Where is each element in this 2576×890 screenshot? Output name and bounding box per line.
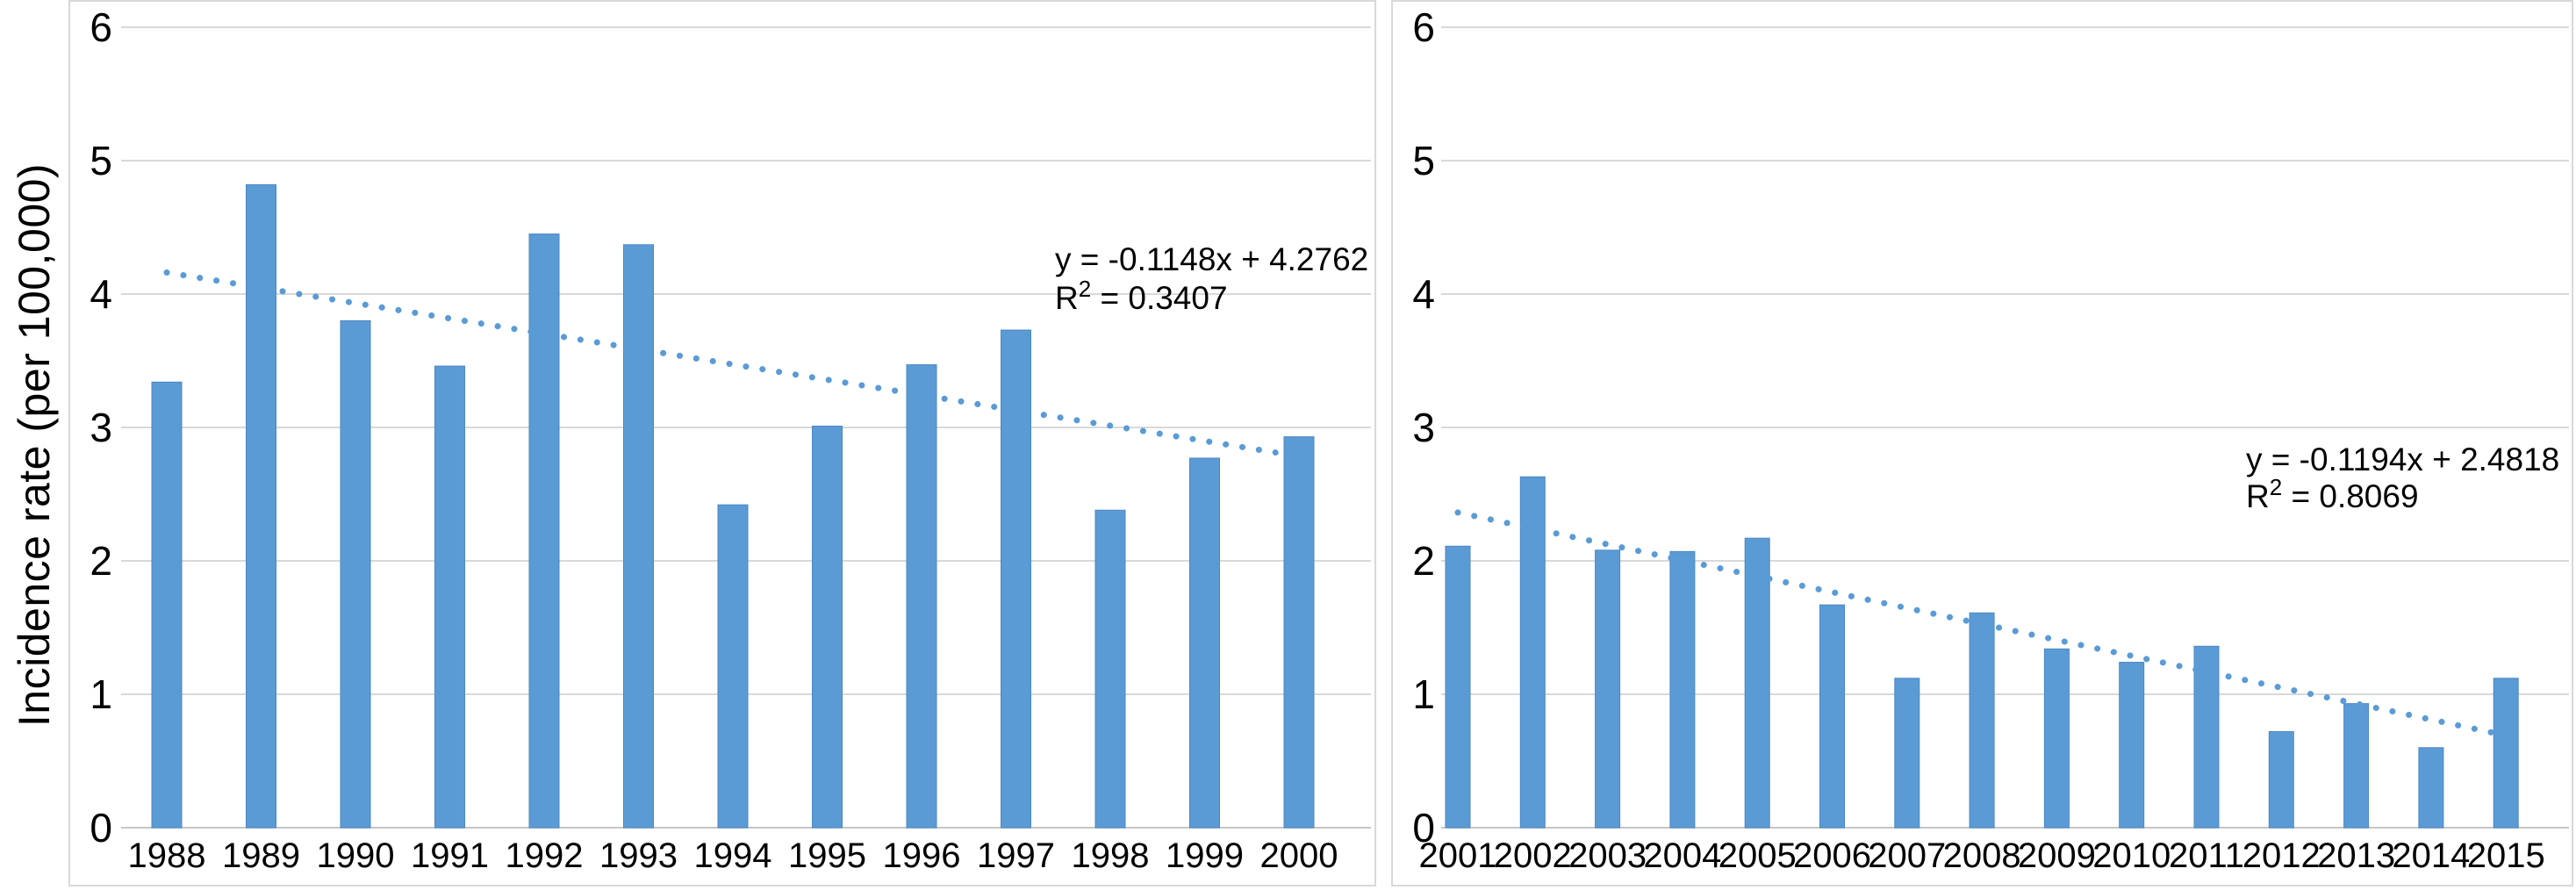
x-tick-label: 2007 (1868, 836, 1946, 875)
bar (1189, 457, 1220, 829)
y-tick-label: 6 (1412, 4, 1435, 50)
x-tick-label: 2013 (2317, 836, 2395, 875)
x-tick-label: 2012 (2242, 836, 2321, 875)
bar (246, 183, 276, 829)
x-tick-label: 2002 (1494, 836, 1572, 875)
x-tick-label: 1991 (411, 836, 489, 875)
x-tick-label: 1989 (222, 836, 300, 875)
bar (1669, 550, 1696, 829)
bar (1001, 329, 1031, 829)
bar (812, 425, 843, 829)
bar (2418, 747, 2444, 829)
bar (1445, 545, 1471, 829)
bar (1519, 476, 1546, 829)
x-tick-label: 1990 (317, 836, 395, 875)
bar (717, 504, 749, 829)
x-tick-label: 2009 (2018, 836, 2096, 875)
y-tick-label: 2 (1412, 538, 1435, 584)
x-tick-label: 1997 (977, 836, 1055, 875)
x-tick-label: 1993 (599, 836, 678, 875)
x-tick-label: 2004 (1643, 836, 1721, 875)
bar (1283, 436, 1315, 829)
bar (1595, 549, 1621, 829)
bar (1819, 604, 1845, 829)
bar (434, 365, 465, 829)
x-tick-label: 1992 (506, 836, 584, 875)
bar (340, 319, 371, 829)
bar (2268, 731, 2294, 829)
y-tick-label: 1 (1412, 671, 1435, 717)
trendline-equation-label: y = -0.1194x + 2.4818 (2246, 441, 2559, 477)
y-tick-label: 3 (1412, 405, 1435, 450)
x-tick-label: 1995 (788, 836, 866, 875)
x-tick-label: 2015 (2467, 836, 2545, 875)
x-tick-label: 2000 (1260, 836, 1338, 875)
y-axis-title: Incidence rate (per 100,000) (10, 162, 59, 728)
y-tick-label: 5 (1412, 138, 1435, 183)
trendline (1454, 509, 2509, 739)
y-tick-label: 4 (1412, 271, 1435, 317)
x-tick-label: 2010 (2092, 836, 2171, 875)
y-tick-label: 1 (90, 671, 112, 717)
x-tick-label: 1994 (694, 836, 772, 875)
bar (906, 364, 937, 829)
bar (2043, 648, 2070, 829)
bar (1094, 509, 1126, 829)
bar-chart-1988-2000: 0 1 2 3 4 5 6 1988 1989 1990 1991 1992 1993 1994 1995 1… (90, 4, 1371, 875)
bar-chart-2001-2015: 0123456200120022003200420052006200720082… (1412, 4, 2569, 875)
bar (2119, 662, 2145, 829)
trendline-r-squared-label: R2 = 0.3407 (1055, 276, 1228, 316)
x-tick-label: 1998 (1072, 836, 1150, 875)
x-tick-label: 2005 (1719, 836, 1797, 875)
y-tick-label: 6 (90, 4, 112, 50)
bar (1894, 678, 1920, 829)
x-tick-label: 2003 (1568, 836, 1647, 875)
x-tick-label: 2008 (1943, 836, 2021, 875)
bar (2343, 703, 2370, 829)
bar (2193, 645, 2220, 829)
x-tick-label: 1996 (883, 836, 961, 875)
chart-panel-2001-2015: 0 1 2 3 4 5 6 2001 2002 2003 2004 2005 2006 2007 2008 2… (1391, 0, 2573, 886)
x-tick-label: 1988 (128, 836, 206, 875)
y-tick-label: 5 (90, 138, 112, 183)
x-tick-label: 2011 (2169, 836, 2244, 875)
chart-panel-1988-2000: 0 1 2 3 4 5 6 1988 1989 1990 1991 1992 1993 1994 1995 1… (68, 0, 1376, 886)
y-tick-label: 3 (90, 405, 112, 450)
bar (1744, 537, 1770, 829)
x-tick-label: 2014 (2392, 836, 2470, 875)
y-axis-title-container: Incidence rate (per 100,000) (0, 0, 68, 890)
x-tick-label: 1999 (1166, 836, 1244, 875)
bar (623, 244, 654, 829)
bar (1969, 612, 1995, 829)
bar (528, 233, 560, 829)
trendline (163, 269, 1302, 460)
y-tick-label: 0 (1412, 805, 1435, 851)
x-tick-label: 2001 (1419, 836, 1497, 875)
y-tick-label: 4 (90, 271, 112, 317)
trendline-equation-label: y = -0.1148x + 4.2762 (1055, 241, 1368, 277)
x-tick-label: 2006 (1793, 836, 1871, 875)
trendline-r-squared-label: R2 = 0.8069 (2246, 474, 2419, 514)
bar (151, 381, 183, 829)
y-tick-label: 0 (90, 805, 112, 851)
bar (2493, 678, 2519, 829)
y-tick-label: 2 (90, 538, 112, 584)
